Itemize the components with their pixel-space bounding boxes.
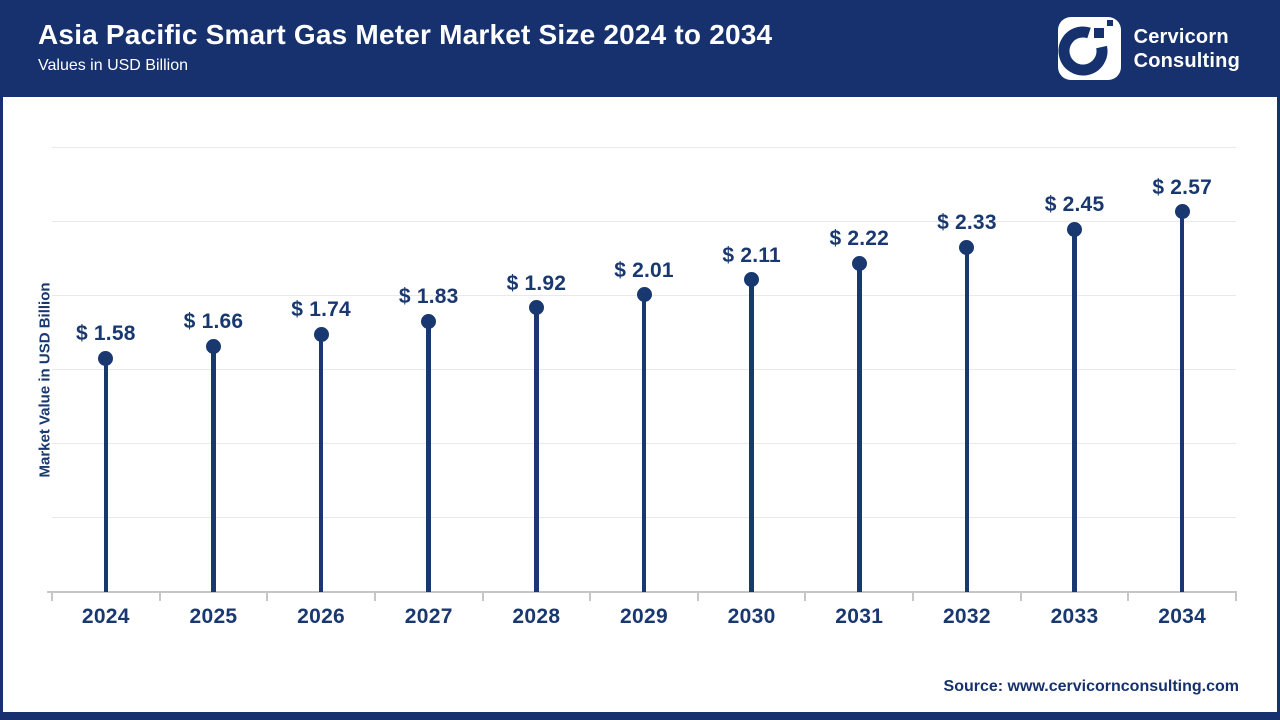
lollipop-stem (749, 279, 754, 592)
page-title: Asia Pacific Smart Gas Meter Market Size… (38, 19, 773, 50)
lollipop-stem (318, 334, 324, 592)
value-label: $ 2.01 (614, 258, 674, 282)
brand-name-line2: Consulting (1133, 49, 1240, 72)
data-point-dot (1067, 221, 1083, 237)
data-point-dot (313, 326, 329, 342)
gridline (52, 221, 1236, 222)
bottom-accent-bar (3, 712, 1277, 720)
brand-logo: Cervicorn Consulting (1057, 17, 1240, 80)
lollipop-stem (857, 263, 862, 592)
lollipop-stem (211, 346, 216, 592)
value-label: $ 2.22 (829, 227, 890, 251)
x-axis-tick (804, 592, 807, 601)
value-label: $ 1.83 (398, 285, 459, 309)
x-tick-label: 2030 (727, 605, 776, 628)
y-axis-title: Market Value in USD Billion (36, 282, 54, 478)
lollipop-stem (964, 247, 970, 592)
x-axis-tick (373, 592, 376, 601)
value-label: $ 1.74 (291, 298, 351, 322)
source-text: Source: www.cervicornconsulting.com (943, 678, 1239, 695)
data-point-dot (205, 338, 221, 354)
lollipop-stem (103, 358, 109, 592)
data-point-dot (1174, 204, 1190, 220)
x-axis-tick (696, 592, 699, 601)
x-tick-label: 2033 (1050, 605, 1099, 628)
x-tick-label: 2029 (620, 605, 668, 628)
x-axis-tick (158, 592, 161, 601)
brand-name-line1: Cervicorn (1133, 25, 1229, 48)
plot-area: $ 1.58 2024 $ 1.66 2025 $ 1.74 2026 $ 1.83 2027… (47, 110, 1237, 628)
data-point-dot (421, 313, 437, 329)
lollipop-stem (534, 307, 539, 592)
x-axis-tick (589, 592, 592, 601)
data-point-dot (851, 255, 867, 271)
lollipop-stem (641, 294, 647, 592)
x-tick-label: 2026 (297, 605, 346, 628)
data-point-dot (636, 287, 652, 303)
x-axis-tick (912, 592, 915, 601)
value-label: $ 1.92 (506, 271, 567, 295)
x-tick-label: 2027 (404, 605, 453, 628)
lollipop-stem (1072, 229, 1077, 592)
header-titles: Asia Pacific Smart Gas Meter Market Size… (38, 19, 772, 75)
x-tick-label: 2024 (81, 605, 130, 628)
value-label: $ 1.66 (183, 310, 244, 334)
value-label: $ 2.11 (722, 243, 781, 267)
x-tick-label: 2032 (942, 605, 991, 628)
x-axis-tick (51, 592, 53, 601)
x-axis-tick (1127, 592, 1130, 601)
data-point-dot (744, 272, 760, 288)
x-axis-tick (1019, 592, 1022, 601)
gridline (52, 147, 1236, 148)
header: Asia Pacific Smart Gas Meter Market Size… (3, 0, 1277, 97)
x-axis-line (47, 591, 1237, 593)
x-axis-tick (1235, 592, 1237, 601)
value-label: $ 2.33 (937, 211, 997, 235)
lollipop-stem (1179, 211, 1185, 592)
x-tick-label: 2025 (189, 605, 238, 628)
x-tick-label: 2031 (835, 605, 884, 628)
x-tick-label: 2034 (1158, 605, 1207, 628)
data-point-dot (959, 239, 975, 255)
value-label: $ 1.58 (76, 322, 136, 346)
data-point-dot (528, 300, 544, 316)
cervicorn-c-icon (1057, 17, 1121, 80)
page-subtitle: Values in USD Billion (38, 57, 188, 74)
data-point-dot (98, 350, 114, 366)
value-label: $ 2.45 (1044, 193, 1105, 217)
lollipop-stem (426, 321, 431, 592)
x-tick-label: 2028 (512, 605, 561, 628)
value-label: $ 2.57 (1152, 175, 1212, 199)
x-axis-tick (266, 592, 269, 601)
brand-name: Cervicorn Consulting (1134, 25, 1240, 73)
x-axis-tick (481, 592, 484, 601)
